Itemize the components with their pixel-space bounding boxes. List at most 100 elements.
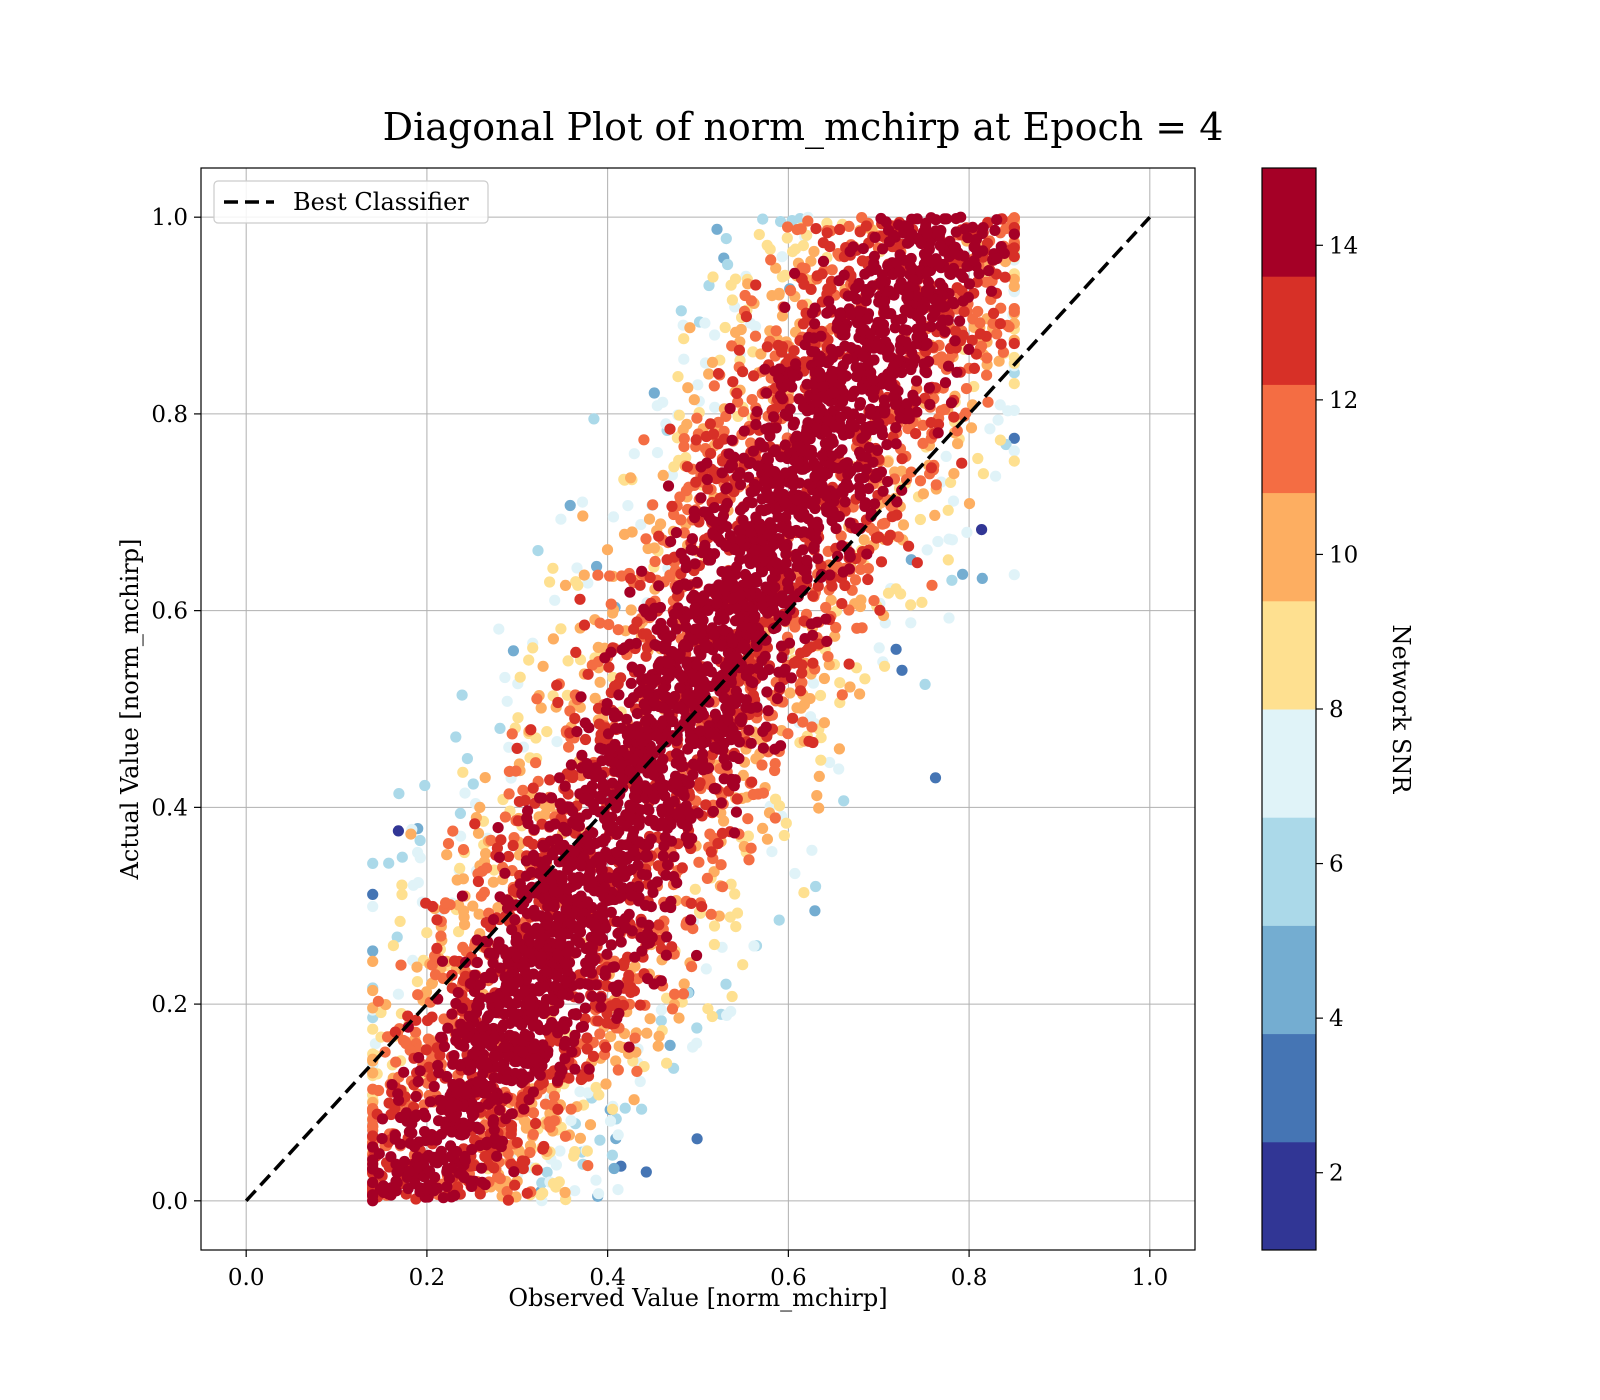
scatter-point xyxy=(367,1162,379,1174)
scatter-point xyxy=(612,979,625,991)
scatter-point xyxy=(766,846,778,858)
scatter-point xyxy=(757,822,769,835)
scatter-point xyxy=(402,1010,414,1022)
scatter-point xyxy=(448,955,461,967)
scatter-point xyxy=(655,1004,668,1016)
scatter-point xyxy=(453,899,465,911)
scatter-point xyxy=(412,989,424,1001)
scatter-point xyxy=(394,1111,407,1124)
scatter-point xyxy=(585,967,598,979)
scatter-point xyxy=(835,411,847,424)
scatter-point xyxy=(942,504,954,516)
scatter-point xyxy=(757,213,769,225)
scatter-point xyxy=(672,371,684,383)
scatter-point xyxy=(625,572,637,585)
scatter-point xyxy=(495,834,507,846)
scatter-point xyxy=(581,1145,593,1157)
scatter-point xyxy=(934,277,946,289)
scatter-point xyxy=(553,912,565,924)
scatter-point xyxy=(562,655,574,667)
scatter-point xyxy=(600,1078,612,1090)
scatter-point xyxy=(856,255,869,267)
scatter-point xyxy=(511,742,523,755)
scatter-point xyxy=(547,562,559,574)
scatter-point xyxy=(808,245,820,258)
scatter-point xyxy=(612,710,624,722)
scatter-point xyxy=(537,1187,549,1199)
scatter-point xyxy=(991,328,1003,340)
scatter-point xyxy=(570,576,582,588)
scatter-point xyxy=(791,224,803,236)
scatter-point xyxy=(837,395,849,408)
scatter-point xyxy=(707,805,720,818)
scatter-point xyxy=(385,1151,397,1163)
scatter-point xyxy=(771,557,783,569)
scatter-point xyxy=(836,485,848,497)
scatter-point xyxy=(730,921,742,933)
scatter-point xyxy=(676,671,688,684)
scatter-point xyxy=(785,284,797,297)
scatter-point xyxy=(677,424,689,436)
scatter-point xyxy=(974,317,986,329)
scatter-point xyxy=(746,497,758,509)
scatter-point xyxy=(527,782,539,794)
scatter-point xyxy=(840,370,852,382)
scatter-point xyxy=(806,346,818,358)
scatter-point xyxy=(811,790,823,802)
scatter-point xyxy=(387,940,399,952)
scatter-point xyxy=(552,949,564,961)
scatter-point xyxy=(911,557,923,569)
scatter-point xyxy=(935,320,947,332)
scatter-point xyxy=(995,338,1007,350)
scatter-point xyxy=(689,511,701,524)
scatter-point xyxy=(735,479,747,491)
scatter-point xyxy=(839,496,851,508)
scatter-point xyxy=(807,657,819,669)
scatter-point xyxy=(431,1134,443,1146)
scatter-point xyxy=(816,268,828,280)
scatter-point xyxy=(852,367,865,379)
scatter-point xyxy=(574,593,586,605)
scatter-point xyxy=(769,793,782,805)
scatter-point xyxy=(816,449,828,462)
scatter-point xyxy=(551,679,563,691)
scatter-point xyxy=(877,485,889,497)
scatter-point xyxy=(537,660,549,672)
scatter-point xyxy=(731,793,743,805)
scatter-point xyxy=(768,466,780,478)
scatter-point xyxy=(691,1037,703,1049)
scatter-point xyxy=(796,667,808,679)
scatter-point xyxy=(761,686,773,698)
scatter-point xyxy=(791,552,803,565)
scatter-point xyxy=(834,677,846,689)
scatter-point xyxy=(923,382,936,394)
scatter-point xyxy=(575,890,587,902)
scatter-point xyxy=(367,888,379,901)
scatter-point xyxy=(390,1056,402,1068)
scatter-point xyxy=(474,801,486,814)
scatter-point xyxy=(834,223,846,236)
scatter-point xyxy=(653,919,665,931)
scatter-point xyxy=(972,452,984,465)
scatter-point xyxy=(770,325,782,337)
scatter-point xyxy=(578,793,590,805)
scatter-point xyxy=(673,409,685,421)
scatter-point xyxy=(603,618,615,631)
scatter-point xyxy=(686,961,698,973)
scatter-point xyxy=(747,604,759,616)
scatter-point xyxy=(818,717,831,729)
scatter-point xyxy=(574,1132,587,1144)
scatter-point xyxy=(942,554,954,566)
scatter-point xyxy=(949,325,962,337)
scatter-point xyxy=(367,1023,379,1035)
scatter-point xyxy=(559,1186,571,1199)
scatter-point xyxy=(809,318,821,330)
scatter-point xyxy=(774,681,786,694)
scatter-point xyxy=(442,1022,454,1034)
scatter-point xyxy=(575,691,587,703)
scatter-point xyxy=(579,1002,592,1014)
scatter-point xyxy=(471,956,483,969)
scatter-point xyxy=(601,544,614,556)
scatter-point xyxy=(751,406,763,418)
scatter-point xyxy=(701,872,714,885)
